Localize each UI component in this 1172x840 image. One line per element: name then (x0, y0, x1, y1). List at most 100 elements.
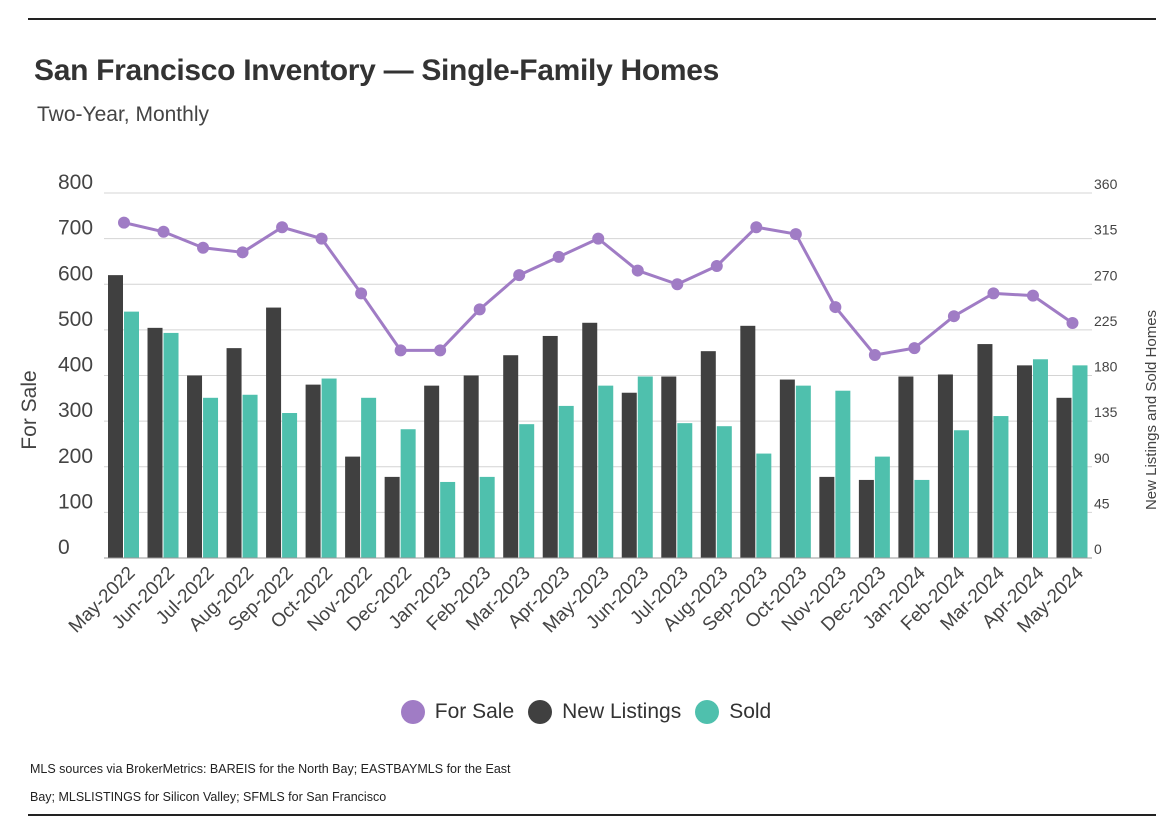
bar-new-listings (779, 379, 795, 558)
bar-new-listings (266, 307, 282, 558)
bar-sold (598, 385, 614, 558)
source-note-line-2: Bay; MLSLISTINGS for Silicon Valley; SFM… (30, 790, 387, 804)
point-for-sale (157, 225, 170, 238)
bar-new-listings (147, 327, 163, 558)
y-tick-label: 100 (58, 490, 93, 513)
y-tick-label: 600 (58, 262, 93, 285)
y2-tick-label: 180 (1094, 359, 1118, 375)
bar-new-listings (937, 374, 953, 558)
point-for-sale (987, 287, 1000, 300)
bar-new-listings (740, 325, 756, 558)
bar-sold (558, 405, 574, 558)
bar-sold (203, 397, 219, 558)
y2-axis-label: New Listings and Sold Homes (1143, 310, 1160, 510)
chart-title: San Francisco Inventory — Single-Family … (34, 54, 720, 87)
bar-sold (1072, 365, 1088, 558)
y2-tick-label: 225 (1094, 313, 1118, 329)
bar-new-listings (858, 479, 874, 558)
bar-new-listings (661, 376, 677, 558)
point-for-sale (868, 348, 881, 361)
legend-item-for-sale[interactable]: For Sale (400, 700, 515, 724)
legend-label-sold: Sold (729, 700, 772, 723)
bar-sold (874, 456, 890, 558)
bar-new-listings (819, 476, 835, 558)
bar-new-listings (1016, 365, 1032, 558)
bar-sold (1032, 359, 1048, 558)
bar-sold (677, 423, 693, 558)
point-for-sale (1026, 289, 1039, 302)
bar-sold (637, 376, 653, 558)
bar-sold (440, 481, 456, 558)
point-for-sale (394, 344, 407, 357)
bar-new-listings (305, 384, 321, 558)
point-for-sale (789, 228, 802, 241)
chart-legend: For Sale New Listings Sold (0, 700, 1172, 724)
point-for-sale (473, 303, 486, 316)
bar-sold (795, 385, 811, 558)
bar-sold (716, 426, 732, 558)
point-for-sale (276, 221, 289, 234)
y-tick-label: 0 (58, 536, 70, 559)
point-for-sale (434, 344, 447, 357)
bar-sold (163, 332, 179, 558)
bar-new-listings (898, 376, 914, 558)
point-for-sale (1066, 317, 1079, 330)
point-for-sale (631, 264, 644, 277)
y-tick-label: 200 (58, 445, 93, 468)
legend-label-for-sale: For Sale (434, 700, 515, 723)
bar-sold (756, 453, 772, 558)
bar-new-listings (345, 456, 361, 558)
bar-new-listings (700, 351, 716, 558)
legend-swatch-new-listings (528, 700, 553, 724)
bar-sold (361, 397, 377, 558)
bar-sold (282, 413, 298, 558)
bar-sold (953, 430, 969, 558)
y2-tick-label: 135 (1094, 404, 1118, 420)
point-for-sale (750, 221, 763, 234)
top-rule (28, 18, 1156, 20)
legend-label-new-listings: New Listings (562, 700, 682, 723)
y2-tick-label: 0 (1094, 541, 1102, 557)
y2-tick-label: 270 (1094, 267, 1118, 283)
legend-item-sold[interactable]: Sold (695, 700, 771, 724)
bar-sold (993, 416, 1009, 558)
bar-new-listings (226, 348, 242, 558)
point-for-sale (592, 232, 605, 245)
point-for-sale (513, 269, 526, 282)
y-tick-label: 700 (58, 217, 93, 240)
bar-new-listings (621, 392, 637, 558)
point-for-sale (552, 250, 565, 263)
point-for-sale (710, 260, 723, 272)
point-for-sale (829, 301, 842, 314)
bar-new-listings (108, 275, 123, 558)
point-for-sale (947, 310, 960, 323)
bar-new-listings (384, 476, 400, 558)
point-for-sale (118, 216, 130, 229)
point-for-sale (236, 246, 249, 259)
source-note-line-1: MLS sources via BrokerMetrics: BAREIS fo… (30, 762, 511, 776)
chart-subtitle: Two-Year, Monthly (37, 103, 209, 126)
bar-sold (400, 429, 416, 558)
y-tick-label: 300 (58, 399, 93, 422)
combo-chart: 0 100 200 300 400 500 600 700 800 0 45 90 135 180 225 2… (18, 171, 1160, 637)
bar-sold (124, 311, 139, 558)
y2-tick-label: 360 (1094, 176, 1118, 192)
bar-sold (914, 479, 930, 558)
y2-tick-label: 315 (1094, 222, 1118, 238)
point-for-sale (315, 232, 328, 245)
point-for-sale (671, 278, 684, 291)
point-for-sale (355, 287, 368, 300)
y2-tick-label: 90 (1094, 450, 1110, 466)
bar-sold (242, 394, 258, 558)
y-axis-label: For Sale (18, 370, 41, 449)
bar-new-listings (503, 355, 519, 558)
bar-new-listings (542, 335, 558, 558)
bar-new-listings (977, 344, 993, 558)
legend-swatch-for-sale (400, 700, 425, 724)
bar-new-listings (187, 375, 203, 558)
bar-sold (835, 390, 851, 558)
y-tick-label: 500 (58, 308, 93, 331)
bar-new-listings (463, 375, 479, 558)
legend-item-new-listings[interactable]: New Listings (528, 700, 681, 724)
bar-sold (519, 424, 535, 558)
